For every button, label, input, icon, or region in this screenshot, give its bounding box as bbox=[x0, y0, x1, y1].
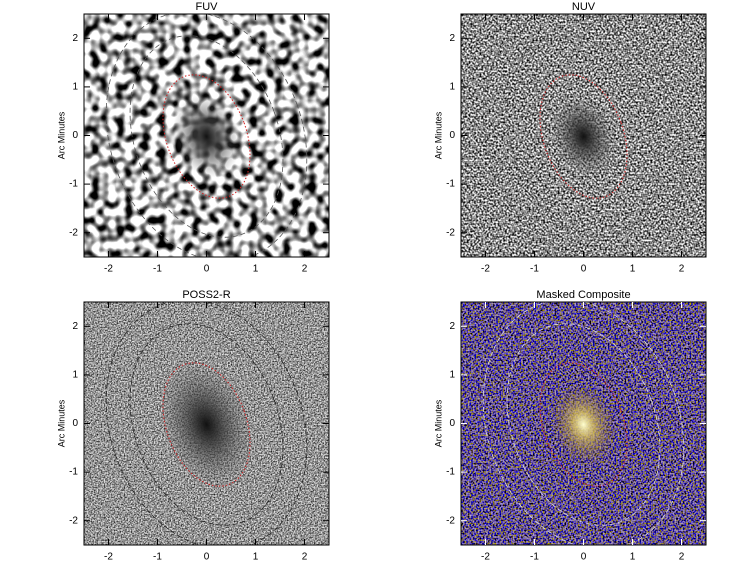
y-tick-label: 2 bbox=[449, 33, 455, 44]
image bbox=[84, 14, 329, 257]
y-tick-label: -1 bbox=[69, 467, 78, 478]
x-tick-label: 1 bbox=[253, 264, 259, 275]
x-tick-label: 0 bbox=[581, 264, 587, 275]
x-tick-label: 1 bbox=[253, 552, 259, 563]
x-tick-label: 0 bbox=[581, 552, 587, 563]
y-tick-label: 2 bbox=[72, 33, 78, 44]
red-aperture bbox=[539, 74, 628, 199]
y-tick-label: -1 bbox=[69, 179, 78, 190]
x-tick-label: -2 bbox=[104, 552, 113, 563]
mid-aperture bbox=[506, 323, 661, 526]
y-axis-label: Arc Minutes bbox=[56, 111, 66, 159]
x-tick-label: 2 bbox=[302, 264, 308, 275]
y-tick-label: -1 bbox=[446, 179, 455, 190]
red-aperture bbox=[539, 362, 628, 487]
y-tick-label: 1 bbox=[72, 82, 78, 93]
y-axis-label: Arc Minutes bbox=[56, 399, 66, 447]
mid-aperture bbox=[506, 35, 661, 238]
galaxy bbox=[173, 95, 240, 178]
x-tick-label: 1 bbox=[630, 264, 636, 275]
y-tick-label: 0 bbox=[72, 130, 78, 141]
panel: Masked Composite Arc Minutes -2 -1 0 1 2 -2 -1 0 1… bbox=[433, 289, 707, 563]
x-tick-label: -1 bbox=[530, 552, 539, 563]
red-aperture bbox=[162, 74, 251, 199]
y-axis-label: Arc Minutes bbox=[433, 111, 443, 159]
y-tick-label: 2 bbox=[72, 321, 78, 332]
galaxy bbox=[550, 95, 617, 178]
galaxy bbox=[550, 383, 617, 466]
panel-title: NUV bbox=[572, 1, 596, 13]
y-tick-label: 1 bbox=[449, 370, 455, 381]
x-tick-label: -1 bbox=[153, 552, 162, 563]
x-tick-label: 0 bbox=[204, 264, 210, 275]
panel: NUV Arc Minutes -2 -1 0 1 2 -2 -1 0 1 2 bbox=[433, 1, 707, 275]
y-tick-label: -2 bbox=[69, 515, 78, 526]
x-tick-label: 0 bbox=[204, 552, 210, 563]
panel-title: FUV bbox=[196, 1, 219, 13]
y-tick-label: 1 bbox=[72, 370, 78, 381]
panel-title: POSS2-R bbox=[182, 289, 230, 301]
x-tick-label: -1 bbox=[530, 264, 539, 275]
y-tick-label: 0 bbox=[449, 130, 455, 141]
x-tick-label: -2 bbox=[481, 264, 490, 275]
mid-aperture bbox=[129, 35, 284, 238]
y-tick-label: 0 bbox=[449, 418, 455, 429]
x-tick-label: 1 bbox=[630, 552, 636, 563]
y-axis-label: Arc Minutes bbox=[433, 399, 443, 447]
x-tick-label: 2 bbox=[302, 552, 308, 563]
y-tick-label: -2 bbox=[446, 227, 455, 238]
x-tick-label: -2 bbox=[104, 264, 113, 275]
y-tick-label: 2 bbox=[449, 321, 455, 332]
x-tick-label: 2 bbox=[679, 552, 685, 563]
x-tick-label: -1 bbox=[153, 264, 162, 275]
image bbox=[461, 302, 706, 545]
image bbox=[84, 302, 329, 545]
panel: POSS2-R Arc Minutes -2 -1 0 1 2 -2 -1 0 1 2 bbox=[56, 289, 330, 563]
y-tick-label: -1 bbox=[446, 467, 455, 478]
red-aperture bbox=[162, 362, 251, 487]
galaxy bbox=[158, 361, 255, 488]
x-tick-label: 2 bbox=[679, 264, 685, 275]
panel-title: Masked Composite bbox=[536, 289, 630, 301]
y-tick-label: -2 bbox=[446, 515, 455, 526]
mid-aperture bbox=[129, 323, 284, 526]
y-tick-label: -2 bbox=[69, 227, 78, 238]
y-tick-label: 0 bbox=[72, 418, 78, 429]
panel: FUV Arc Minutes -2 -1 0 1 2 -2 -1 0 1 2 bbox=[56, 1, 330, 275]
x-tick-label: -2 bbox=[481, 552, 490, 563]
y-tick-label: 1 bbox=[449, 82, 455, 93]
image bbox=[461, 14, 706, 257]
